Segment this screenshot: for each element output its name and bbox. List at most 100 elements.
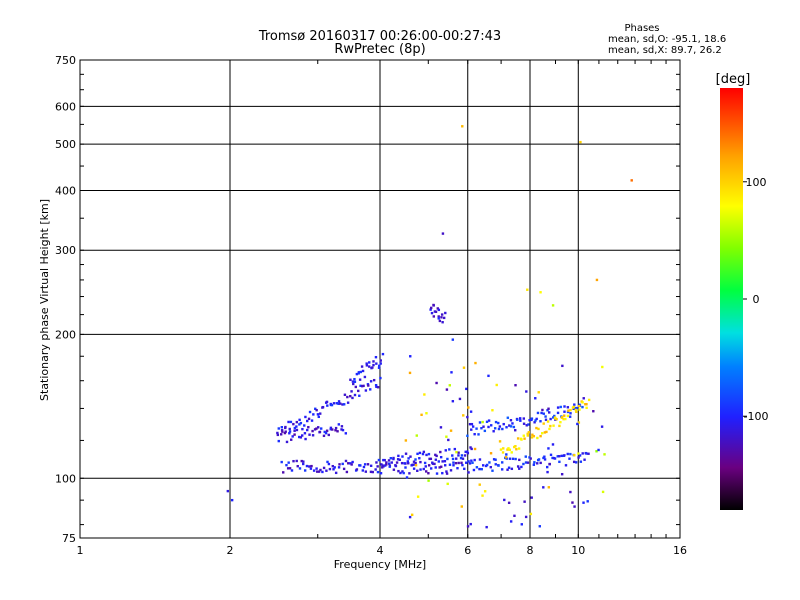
trace-point bbox=[371, 470, 374, 474]
trace-point bbox=[480, 427, 483, 430]
trace-point bbox=[493, 427, 497, 430]
noise-point bbox=[450, 371, 453, 374]
trace-point bbox=[492, 430, 495, 433]
trace-point bbox=[349, 394, 352, 398]
noise-point bbox=[489, 452, 493, 455]
trace-point bbox=[449, 469, 453, 472]
noise-point bbox=[478, 483, 481, 486]
trace-point bbox=[468, 422, 472, 426]
trace-point bbox=[579, 460, 583, 463]
trace-point bbox=[530, 417, 534, 420]
trace-point bbox=[412, 463, 415, 466]
noise-point bbox=[520, 523, 523, 526]
trace-point bbox=[292, 422, 295, 426]
noise-point bbox=[447, 438, 450, 442]
noise-point bbox=[503, 498, 506, 502]
noise-point bbox=[404, 439, 408, 442]
trace-point bbox=[325, 429, 329, 432]
trace-point bbox=[556, 406, 560, 409]
trace-point bbox=[369, 388, 372, 391]
trace-point bbox=[298, 467, 302, 470]
trace-point bbox=[346, 401, 350, 404]
trace-point bbox=[489, 465, 492, 469]
trace-point bbox=[366, 463, 370, 466]
trace-point bbox=[412, 460, 416, 463]
x-tick-label: 16 bbox=[673, 544, 687, 557]
trace-point bbox=[467, 471, 470, 474]
y-tick-label: 300 bbox=[55, 244, 76, 257]
noise-point bbox=[509, 520, 513, 523]
trace-point bbox=[560, 454, 563, 458]
noise-point bbox=[525, 390, 528, 393]
trace-point bbox=[466, 450, 469, 453]
trace-point bbox=[518, 467, 521, 470]
trace-point bbox=[359, 464, 362, 467]
trace-point bbox=[350, 390, 353, 393]
trace-point bbox=[299, 421, 303, 425]
trace-point bbox=[401, 470, 404, 473]
noise-point bbox=[410, 513, 414, 516]
trace-point bbox=[470, 428, 473, 431]
noise-point bbox=[415, 434, 418, 437]
trace-point bbox=[526, 461, 530, 464]
trace-point bbox=[349, 378, 352, 381]
noise-point bbox=[560, 472, 564, 476]
trace-point bbox=[549, 424, 552, 428]
colorbar bbox=[720, 88, 743, 510]
trace-point bbox=[545, 430, 548, 434]
trace-point bbox=[295, 425, 298, 428]
trace-point bbox=[438, 466, 441, 469]
trace-point bbox=[351, 396, 354, 400]
trace-point bbox=[352, 382, 355, 386]
trace-point bbox=[473, 432, 476, 436]
trace-point bbox=[382, 465, 385, 468]
trace-point bbox=[533, 421, 536, 424]
trace-point bbox=[424, 470, 428, 473]
trace-point bbox=[284, 430, 287, 433]
noise-point bbox=[530, 496, 533, 499]
trace-point bbox=[359, 370, 362, 374]
trace-point bbox=[429, 308, 432, 311]
trace-point bbox=[376, 465, 379, 468]
trace-point bbox=[323, 430, 326, 434]
trace-point bbox=[526, 434, 529, 437]
colorbar-tick-label: 100 bbox=[746, 176, 767, 189]
trace-point bbox=[536, 411, 540, 415]
trace-point bbox=[345, 470, 349, 474]
trace-point bbox=[500, 468, 504, 471]
trace-point bbox=[569, 408, 572, 412]
trace-point bbox=[524, 461, 528, 464]
grid-lines bbox=[80, 60, 680, 538]
trace-point bbox=[529, 457, 532, 460]
trace-point bbox=[501, 451, 505, 454]
noise-point bbox=[466, 415, 469, 419]
trace-point bbox=[454, 461, 458, 465]
trace-point bbox=[332, 402, 336, 405]
trace-point bbox=[581, 452, 584, 455]
phase-stat-x: mean, sd,X: 89.7, 26.2 bbox=[608, 45, 722, 56]
trace-point bbox=[467, 460, 470, 463]
trace-point bbox=[303, 424, 306, 427]
trace-point bbox=[310, 464, 313, 468]
trace-point bbox=[432, 315, 436, 318]
noise-point bbox=[498, 440, 502, 443]
noise-point bbox=[514, 383, 517, 387]
trace-point bbox=[520, 465, 523, 469]
trace-point bbox=[573, 403, 576, 406]
trace-point bbox=[329, 428, 332, 431]
trace-point bbox=[566, 406, 570, 409]
trace-point bbox=[448, 463, 452, 466]
trace-point bbox=[320, 427, 323, 430]
trace-point bbox=[509, 419, 513, 422]
trace-point bbox=[543, 431, 547, 434]
trace-point bbox=[578, 454, 582, 457]
trace-point bbox=[302, 462, 305, 466]
trace-point bbox=[568, 415, 572, 418]
noise-point bbox=[513, 514, 516, 518]
trace-point bbox=[460, 461, 463, 465]
trace-point bbox=[279, 433, 283, 436]
trace-point bbox=[470, 459, 473, 462]
trace-point bbox=[295, 428, 299, 432]
noise-point bbox=[445, 388, 449, 391]
trace-point bbox=[533, 461, 536, 464]
